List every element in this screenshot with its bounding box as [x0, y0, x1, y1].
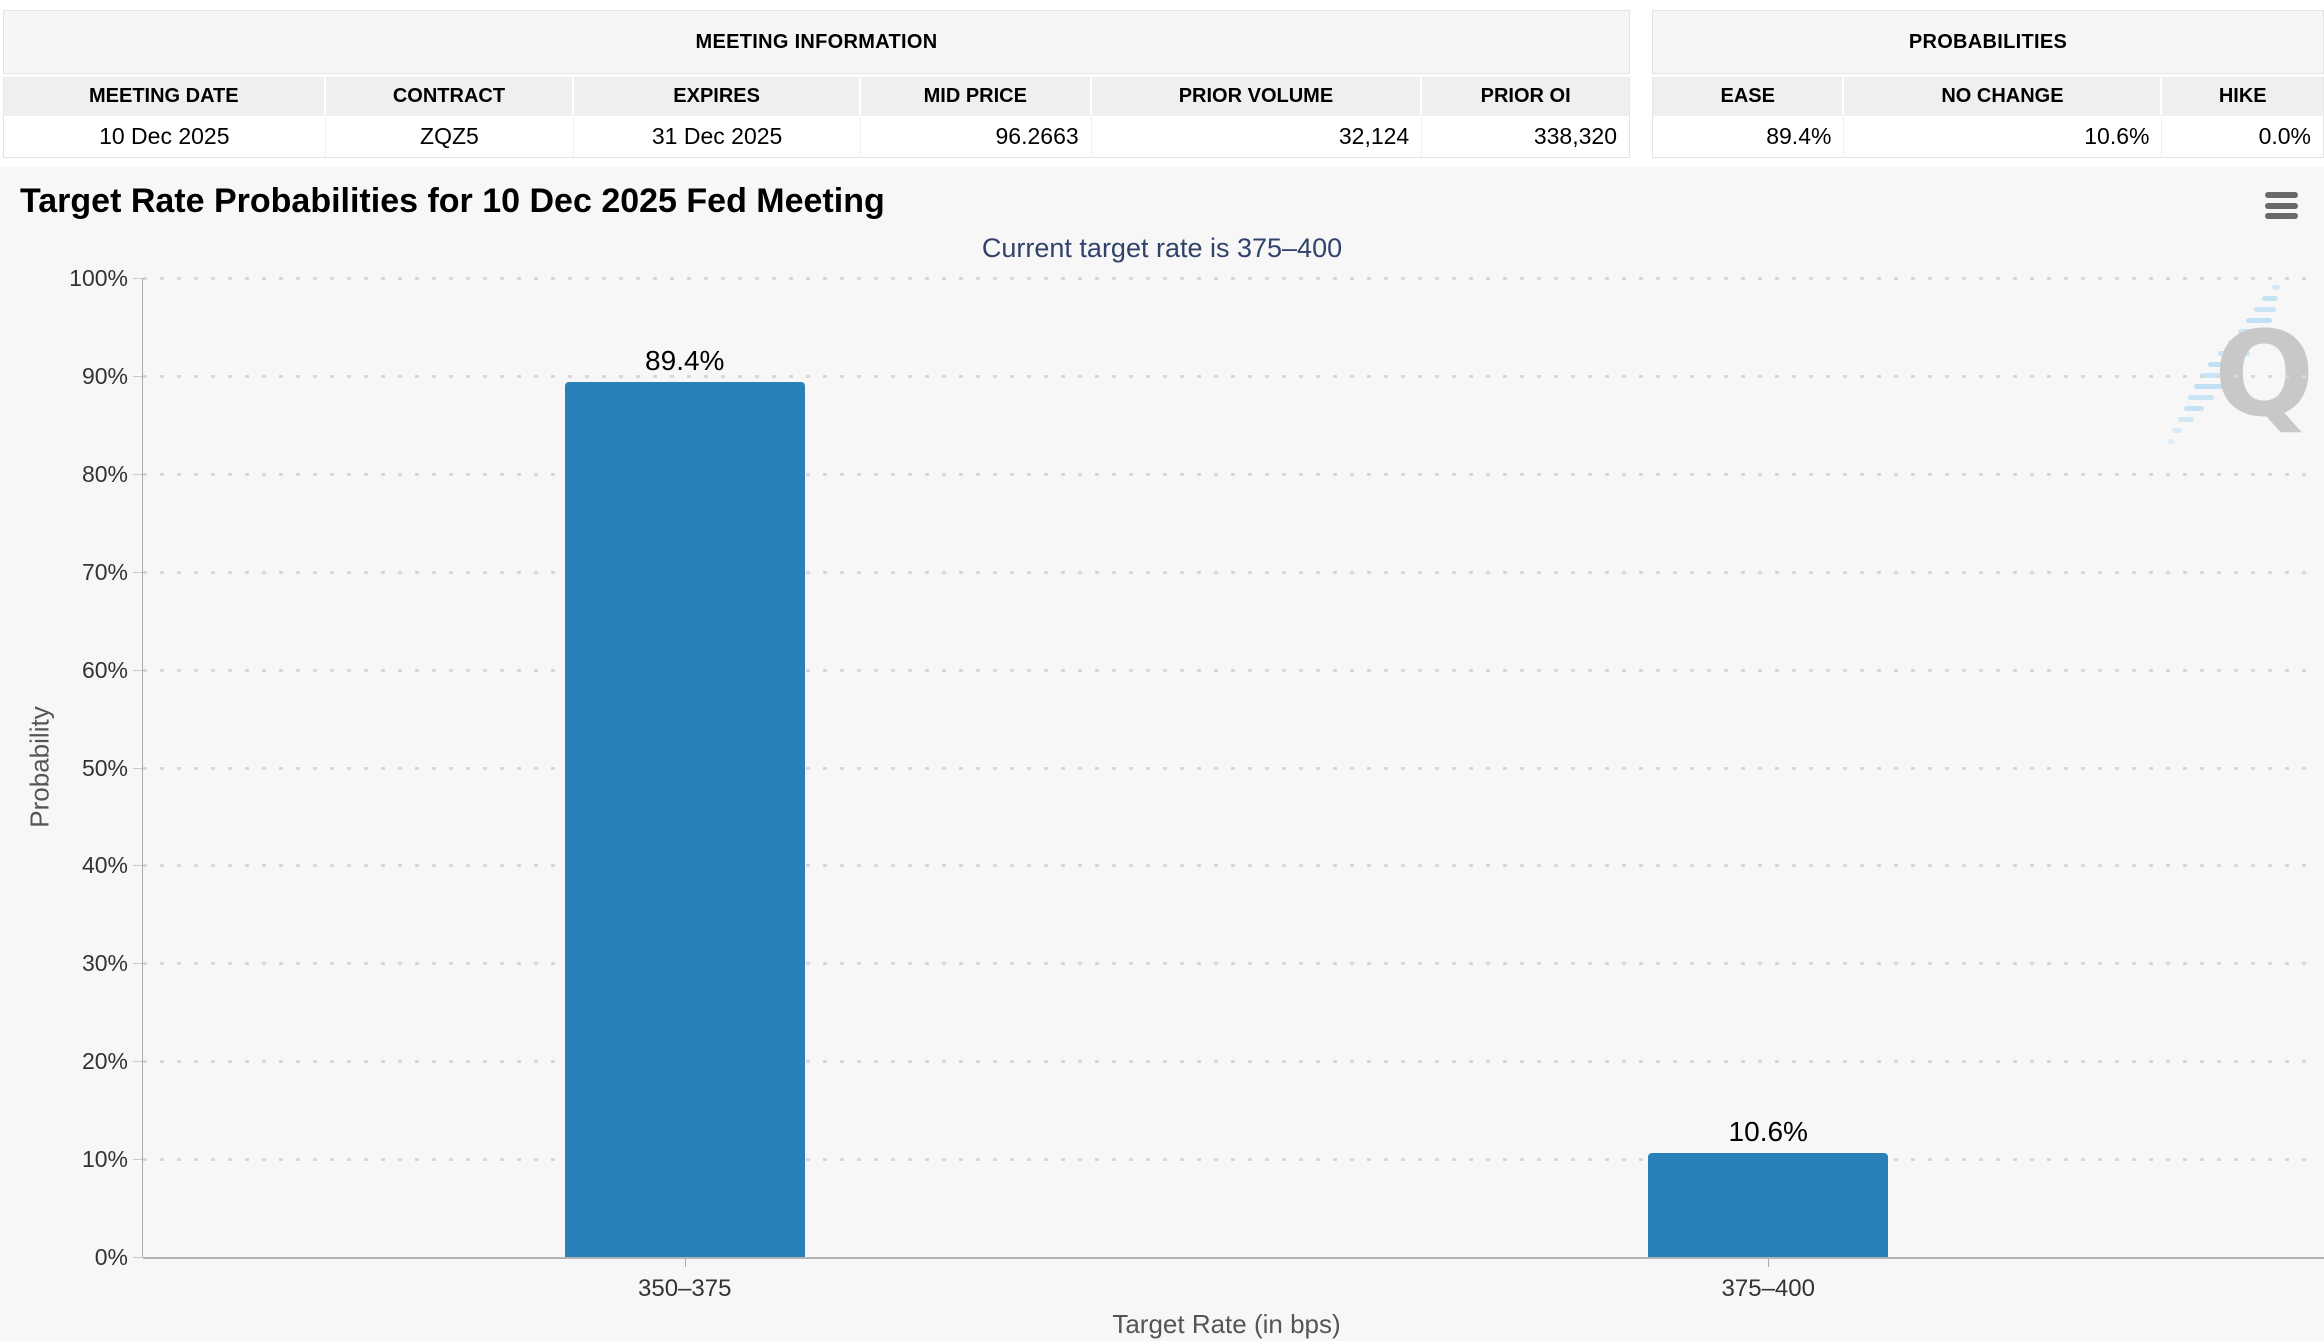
column-header-expires: EXPIRES: [574, 78, 861, 115]
column-header-prior-volume: PRIOR VOLUME: [1092, 78, 1423, 115]
y-axis-tick: [133, 473, 143, 475]
y-gridline: [143, 277, 2310, 280]
x-axis-tick: [684, 1259, 686, 1267]
meeting-date-value: 10 Dec 2025: [4, 116, 326, 157]
top-summary-strip: MEETING INFORMATION MEETING DATE CONTRAC…: [0, 0, 2324, 167]
column-header-ease: EASE: [1653, 78, 1845, 115]
y-axis-tick: [133, 767, 143, 769]
column-header-no-change: NO CHANGE: [1844, 78, 2163, 115]
hike-probability-value: 0.0%: [2258, 123, 2311, 149]
column-header-meeting-date: MEETING DATE: [4, 78, 326, 115]
no-change-probability-value: 10.6%: [1844, 116, 2163, 157]
bar-data-label: 89.4%: [645, 344, 725, 376]
probabilities-header-row: EASE NO CHANGE HIKE: [1652, 77, 2324, 115]
bar-data-label: 10.6%: [1728, 1116, 1808, 1148]
y-axis-tick-label: 100%: [69, 265, 128, 291]
x-axis-category-label: 375–400: [1721, 1275, 1815, 1302]
meeting-information-data-row: 10 Dec 2025 ZQZ5 31 Dec 2025 96.2663 32,…: [3, 115, 1630, 158]
y-axis-tick-label: 80%: [81, 460, 128, 487]
meeting-information-table-title: MEETING INFORMATION: [3, 10, 1630, 74]
y-gridline: [143, 864, 2310, 868]
y-axis-tick: [133, 1159, 143, 1161]
column-header-prior-oi: PRIOR OI: [1480, 85, 1571, 107]
hamburger-icon: [2265, 213, 2298, 219]
y-axis-tick-label: 70%: [81, 558, 128, 585]
prior-volume-value: 32,124: [1092, 116, 1423, 157]
y-axis-tick: [133, 865, 143, 867]
y-gridline: [143, 570, 2310, 574]
y-axis-tick-label: 20%: [81, 1048, 128, 1075]
y-axis-tick: [133, 963, 143, 965]
y-gridline: [143, 1158, 2310, 1162]
column-header-hike: HIKE: [2218, 85, 2267, 107]
hamburger-icon: [2265, 192, 2298, 198]
y-axis-tick-label: 60%: [81, 656, 128, 683]
x-axis-line: [143, 1257, 2324, 1259]
plot-area: 0% 10% 20% 30% 40% 50% 60% 70% 80% 90% 100% 89.4% 35…: [0, 167, 2324, 1341]
probabilities-data-row: 89.4% 10.6% 0.0%: [1652, 115, 2324, 158]
y-axis-tick-label: 10%: [81, 1146, 128, 1173]
y-gridline: [143, 472, 2310, 476]
chart-subtitle: Current target rate is 375–400: [981, 233, 1343, 263]
y-axis-tick: [133, 278, 143, 279]
y-axis-tick-label: 90%: [81, 362, 128, 389]
probability-bar[interactable]: [564, 381, 805, 1257]
y-axis-tick-label: 40%: [81, 852, 128, 879]
x-axis-category-label: 350–375: [638, 1275, 732, 1302]
x-axis-title: Target Rate (in bps): [1112, 1309, 1341, 1339]
prior-oi-value: 338,320: [1533, 123, 1617, 149]
y-gridline: [143, 1060, 2310, 1064]
quikstrike-watermark-logo: Q: [2168, 285, 2314, 444]
y-axis-tick: [133, 571, 143, 573]
hamburger-icon: [2265, 202, 2298, 209]
watermark-letter: Q: [2214, 305, 2314, 443]
probabilities-table-title: PROBABILITIES: [1652, 10, 2324, 74]
contract-value: ZQZ5: [326, 116, 575, 157]
y-axis-tick-label: 30%: [81, 950, 128, 977]
y-axis-tick-label: 0%: [94, 1244, 128, 1270]
y-axis-tick: [133, 375, 143, 377]
y-axis-tick-label: 50%: [81, 754, 128, 781]
y-axis-line: [142, 278, 143, 1257]
column-header-contract: CONTRACT: [326, 78, 575, 115]
y-axis-tick: [133, 669, 143, 671]
meeting-information-table: MEETING INFORMATION MEETING DATE CONTRAC…: [3, 10, 1630, 158]
y-axis-tick: [133, 1257, 143, 1258]
chart-context-menu-button[interactable]: [2265, 192, 2298, 219]
column-header-mid-price: MID PRICE: [861, 78, 1092, 115]
meeting-information-header-row: MEETING DATE CONTRACT EXPIRES MID PRICE …: [3, 77, 1630, 115]
y-axis-title: Probability: [24, 706, 55, 828]
target-rate-probabilities-chart: Target Rate Probabilities for 10 Dec 202…: [0, 167, 2324, 1341]
mid-price-value: 96.2663: [861, 116, 1092, 157]
y-gridline: [143, 374, 2310, 378]
probability-bar[interactable]: [1648, 1153, 1889, 1257]
chart-title: Target Rate Probabilities for 10 Dec 202…: [20, 182, 885, 220]
y-axis-tick: [133, 1061, 143, 1063]
expires-value: 31 Dec 2025: [574, 116, 861, 157]
probabilities-table: PROBABILITIES EASE NO CHANGE HIKE 89.4% …: [1652, 10, 2324, 158]
x-axis-tick: [1768, 1259, 1770, 1267]
y-gridline: [143, 766, 2310, 770]
y-gridline: [143, 962, 2310, 966]
y-gridline: [143, 668, 2310, 672]
ease-probability-value: 89.4%: [1653, 116, 1845, 157]
